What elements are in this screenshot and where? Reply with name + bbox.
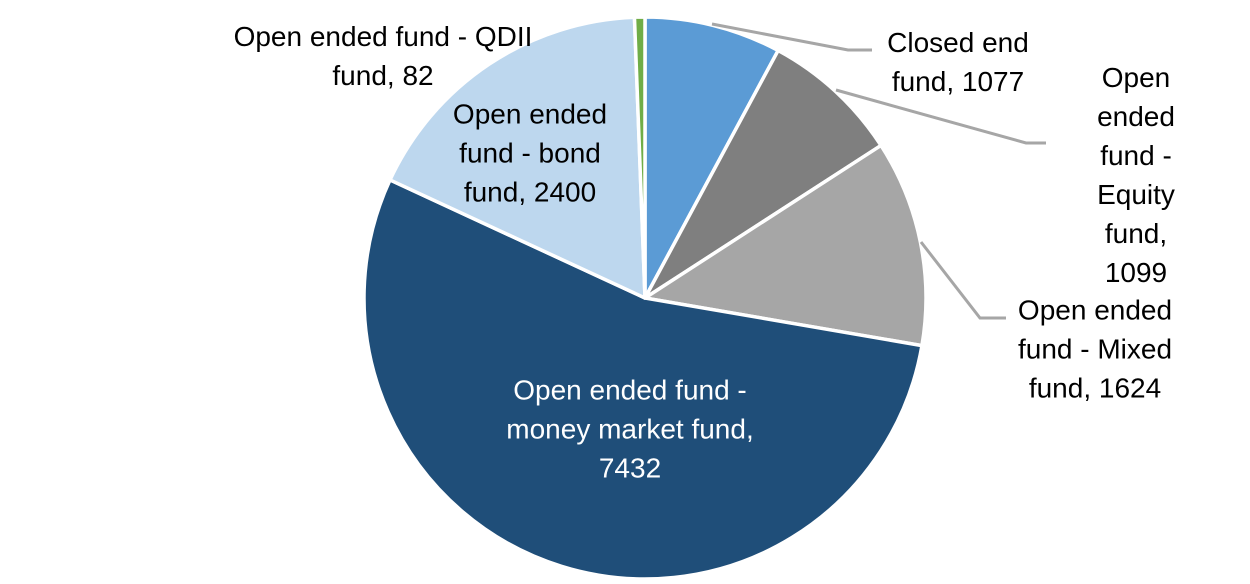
pie-slice-2 bbox=[643, 143, 928, 348]
pie-slice-5 bbox=[632, 15, 647, 300]
pie-slice-1 bbox=[643, 48, 883, 300]
leader-line-1 bbox=[835, 88, 1046, 145]
leader-line-2 bbox=[919, 241, 1006, 320]
pie-slice-3 bbox=[362, 178, 924, 581]
pie-slice-4 bbox=[388, 15, 647, 300]
leader-line-0 bbox=[711, 22, 872, 52]
